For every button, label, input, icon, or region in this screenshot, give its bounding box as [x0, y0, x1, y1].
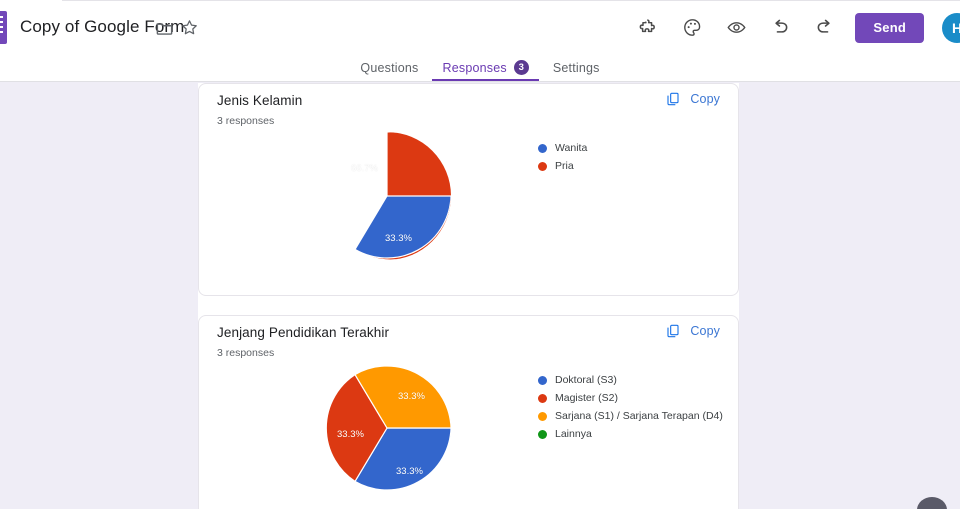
star-icon[interactable]	[180, 18, 199, 37]
pie-slice-sarjana	[354, 365, 451, 429]
copy-label: Copy	[690, 324, 720, 338]
responses-scroll-area[interactable]: Jenis Kelamin 3 responses Copy	[0, 83, 960, 509]
tab-questions-label: Questions	[360, 60, 419, 75]
palette-icon[interactable]	[672, 8, 712, 48]
legend-label: Lainnya	[555, 428, 592, 440]
page-title[interactable]: Copy of Google Form	[20, 17, 185, 36]
legend-color-swatch	[538, 143, 547, 153]
question-title: Jenjang Pendidikan Terakhir	[217, 325, 390, 340]
legend-item[interactable]: Pria	[538, 160, 587, 172]
copy-icon	[665, 323, 681, 339]
legend-color-swatch	[538, 375, 547, 385]
copy-icon	[665, 91, 681, 107]
header-top-divider	[62, 0, 960, 1]
move-to-folder-icon[interactable]	[155, 19, 174, 38]
tab-responses[interactable]: Responses 3	[430, 54, 540, 81]
response-card-jenis-kelamin: Jenis Kelamin 3 responses Copy	[198, 83, 739, 296]
tab-settings-label: Settings	[552, 60, 600, 75]
legend-color-swatch	[538, 411, 547, 421]
response-card-jenjang-pendidikan: Jenjang Pendidikan Terakhir 3 responses …	[198, 315, 739, 509]
avatar[interactable]: H	[942, 13, 960, 43]
legend-label: Wanita	[555, 142, 588, 154]
copy-chart-button[interactable]: Copy	[665, 323, 720, 339]
legend-item[interactable]: Doktoral (S3)	[538, 374, 723, 386]
legend-item[interactable]: Sarjana (S1) / Sarjana Terapan (D4)	[538, 410, 723, 422]
legend-item[interactable]: Magister (S2)	[538, 392, 723, 404]
header-toolbar: Send H	[626, 0, 960, 55]
eye-preview-icon[interactable]	[716, 8, 756, 48]
tab-responses-label: Responses	[442, 60, 507, 75]
pie-graphic: 33.3% 33.3% 33.3%	[323, 364, 457, 498]
legend-label: Sarjana (S1) / Sarjana Terapan (D4)	[555, 410, 723, 422]
copy-chart-button[interactable]: Copy	[665, 91, 720, 107]
responses-count-badge: 3	[513, 60, 529, 75]
floating-action-button[interactable]	[917, 497, 947, 509]
pie-slice-doktoral	[354, 427, 451, 491]
pie-svg-1	[354, 132, 451, 260]
app-header: Copy of Google Form	[0, 0, 960, 55]
legend-item[interactable]: Lainnya	[538, 428, 723, 440]
legend-color-swatch	[538, 393, 547, 403]
legend-color-swatch	[538, 161, 547, 171]
legend-item[interactable]: Wanita	[538, 142, 587, 154]
form-tabs: Questions Responses 3 Settings	[0, 55, 960, 82]
addons-puzzle-icon[interactable]	[628, 8, 668, 48]
redo-icon[interactable]	[804, 8, 844, 48]
pie-slice-magister	[325, 373, 388, 483]
copy-label: Copy	[690, 92, 720, 106]
chart-legend: Doktoral (S3) Magister (S2) Sarjana (S1)…	[538, 374, 723, 446]
pie-graphic: 66.7% 33.3%	[323, 132, 457, 266]
legend-label: Magister (S2)	[555, 392, 619, 404]
response-count-text: 3 responses	[217, 347, 275, 359]
pie-chart-jenis-kelamin: 66.7% 33.3% Wanita Pria	[199, 132, 740, 292]
pie-svg-2	[325, 365, 451, 491]
tab-settings[interactable]: Settings	[541, 54, 612, 81]
pie-slice-wanita	[354, 195, 451, 259]
question-title: Jenis Kelamin	[217, 93, 303, 108]
chart-legend: Wanita Pria	[538, 142, 587, 178]
pie-chart-jenjang-pendidikan: 33.3% 33.3% 33.3% Doktoral (S3) Magister…	[199, 364, 740, 509]
google-forms-logo-icon	[0, 11, 7, 44]
undo-icon[interactable]	[760, 8, 800, 48]
response-count-text: 3 responses	[217, 115, 275, 127]
legend-label: Doktoral (S3)	[555, 374, 617, 386]
legend-label: Pria	[555, 160, 574, 172]
tab-questions[interactable]: Questions	[348, 54, 430, 81]
legend-color-swatch	[538, 429, 547, 439]
send-button[interactable]: Send	[855, 12, 924, 43]
